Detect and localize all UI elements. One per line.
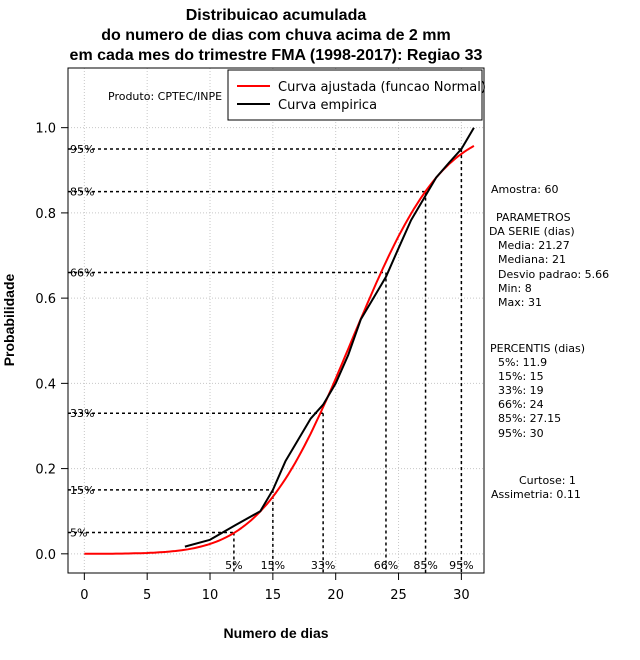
percentile-x-label: 5%	[225, 559, 242, 572]
param-stddev: Desvio padrao: 5.66	[498, 268, 609, 281]
percentile-y-label: 15%	[70, 484, 94, 497]
sample-size: Amostra: 60	[491, 183, 558, 196]
percentil-66: 66%: 24	[498, 398, 544, 411]
chart-title-line-1: Distribuicao acumulada	[186, 7, 367, 24]
param-min: Min: 8	[498, 282, 532, 295]
percentile-x-label: 95%	[449, 559, 473, 572]
percentil-15: 15%: 15	[498, 370, 544, 383]
chart-title-line-2: do numero de dias com chuva acima de 2 m…	[101, 27, 450, 44]
percentile-markers: 5% 5% 15% 15% 33% 33% 66% 66% 85% 85% 95% 95%	[68, 143, 474, 573]
series-empirical	[184, 127, 475, 548]
percentile-x-label: 15%	[261, 559, 285, 572]
legend: Curva ajustada (funcao Normal) Curva emp…	[227, 69, 486, 121]
percentis-header: PERCENTIS (dias)	[490, 342, 585, 355]
product-label: Produto: CPTEC/INPE	[108, 90, 222, 103]
x-tick-label: 20	[327, 588, 344, 603]
plot-frame	[67, 67, 485, 574]
params-header: PARAMETROS	[496, 211, 571, 224]
percentil-33: 33%: 19	[498, 384, 544, 397]
x-axis-title: Numero de dias	[223, 625, 328, 641]
percentile-y-label: 5%	[70, 527, 87, 540]
y-tick-label: 0.4	[35, 377, 56, 392]
x-tick-label: 10	[202, 588, 219, 603]
y-tick-label: 0.0	[35, 548, 56, 563]
legend-box	[227, 69, 483, 121]
param-max: Max: 31	[498, 296, 542, 309]
x-tick-label: 15	[265, 588, 282, 603]
axes: 0 5 10 15 20 25 30 0.0 0.2 0.4 0.6 0.8 1.0	[35, 122, 469, 603]
percentil-95: 95%: 30	[498, 427, 544, 440]
y-tick-label: 0.6	[35, 292, 56, 307]
percentile-y-label: 66%	[70, 267, 94, 280]
percentile-y-label: 33%	[70, 407, 94, 420]
grid	[68, 68, 484, 573]
legend-label-fitted: Curva ajustada (funcao Normal)	[278, 80, 486, 95]
x-tick-label: 30	[453, 588, 470, 603]
chart-title-line-3: em cada mes do trimestre FMA (1998-2017)…	[70, 47, 483, 64]
kurtosis: Curtose: 1	[519, 474, 576, 487]
percentile-y-label: 85%	[70, 186, 94, 199]
y-axis-title: Probabilidade	[1, 274, 17, 367]
percentil-5: 5%: 11.9	[498, 356, 547, 369]
y-tick-label: 0.8	[35, 207, 56, 222]
legend-label-empirical: Curva empirica	[278, 98, 377, 113]
x-tick-label: 0	[80, 588, 88, 603]
percentile-x-label: 85%	[413, 559, 437, 572]
skewness: Assimetria: 0.11	[491, 488, 581, 501]
x-tick-label: 25	[390, 588, 407, 603]
series-fitted-normal	[84, 145, 475, 555]
y-tick-label: 0.2	[35, 463, 56, 478]
params-subheader: DA SERIE (dias)	[489, 225, 575, 238]
x-tick-label: 5	[143, 588, 151, 603]
param-mean: Media: 21.27	[498, 239, 570, 252]
statistics-panel: Amostra: 60 PARAMETROS DA SERIE (dias) M…	[489, 183, 609, 501]
series-lines	[84, 127, 475, 555]
percentile-x-label: 33%	[311, 559, 335, 572]
param-median: Mediana: 21	[498, 253, 566, 266]
percentile-x-label: 66%	[374, 559, 398, 572]
y-tick-label: 1.0	[35, 122, 56, 137]
percentil-85: 85%: 27.15	[498, 412, 561, 425]
percentile-y-label: 95%	[70, 143, 94, 156]
